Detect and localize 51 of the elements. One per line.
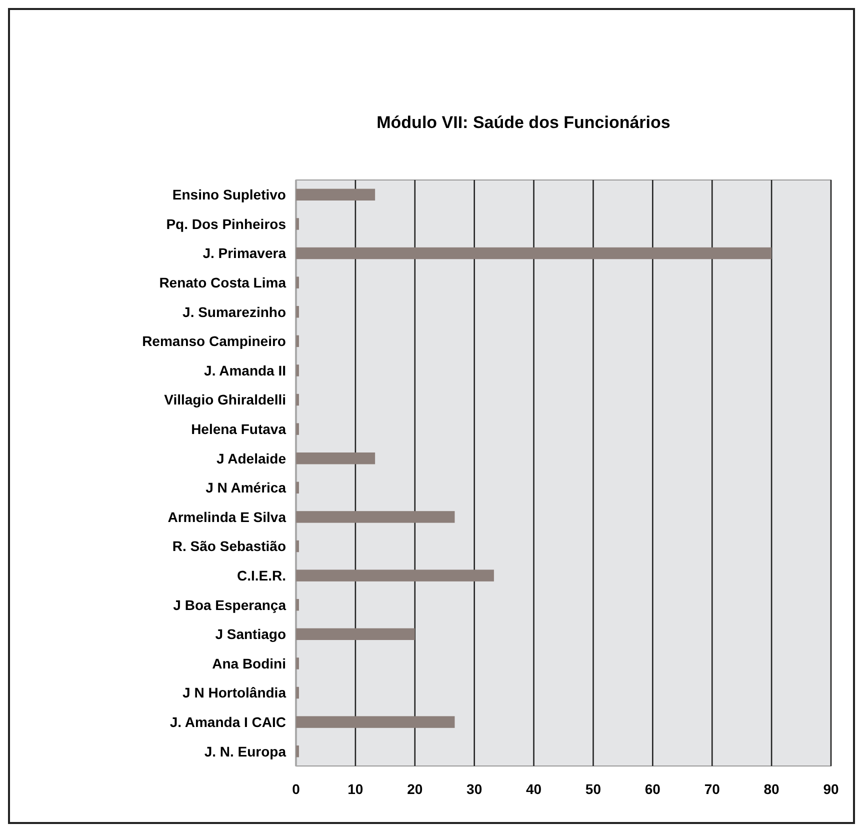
- y-tick-label: J. Amanda I CAIC: [170, 714, 286, 730]
- bar: [296, 335, 299, 348]
- y-tick-label: Helena Futava: [191, 420, 286, 437]
- bar: [296, 394, 299, 406]
- y-tick-label: Remanso Campineiro: [142, 333, 286, 350]
- x-tick-label: 50: [585, 781, 602, 797]
- x-tick-label: 70: [704, 781, 720, 797]
- bar: [296, 570, 494, 582]
- x-tick-label: 0: [292, 781, 300, 797]
- chart-title: Módulo VII: Saúde dos Funcionários: [376, 113, 670, 132]
- bar: [296, 628, 415, 640]
- x-tick-label: 10: [348, 781, 364, 797]
- bar: [296, 482, 299, 494]
- y-tick-label: J N América: [206, 480, 286, 496]
- bar: [296, 511, 455, 523]
- y-tick-label: R. São Sebastião: [172, 538, 286, 554]
- bar: [296, 247, 772, 260]
- y-tick-label: J Adelaide: [216, 450, 286, 466]
- y-tick-label: Villagio Ghiraldelli: [164, 392, 286, 408]
- y-tick-label: Armelinda E Silva: [168, 508, 286, 525]
- bar: [296, 658, 299, 670]
- y-tick-label: Renato Costa Lima: [159, 274, 286, 290]
- x-tick-label: 60: [644, 781, 661, 797]
- bar: [296, 540, 299, 552]
- bar: [296, 218, 299, 230]
- y-tick-label: J Boa Esperança: [173, 596, 286, 613]
- bar: [296, 423, 299, 435]
- x-tick-label: 90: [823, 781, 839, 797]
- bar: [296, 452, 376, 464]
- y-tick-label: Ensino Supletivo: [172, 186, 286, 203]
- y-tick-label: J. N. Europa: [204, 743, 286, 760]
- x-tick-label: 20: [407, 781, 423, 797]
- bar: [296, 686, 299, 699]
- y-tick-label: J. Primavera: [202, 245, 286, 262]
- x-tick-label: 40: [526, 781, 542, 797]
- y-tick-label: J. Sumarezinho: [182, 304, 286, 320]
- bar: [296, 598, 299, 611]
- y-tick-label: Ana Bodini: [212, 655, 286, 672]
- y-tick-label: C.I.E.R.: [236, 567, 286, 584]
- bar: [296, 306, 299, 318]
- bar: [296, 716, 455, 728]
- y-tick-label: J N Hortolândia: [182, 684, 286, 701]
- bar: [296, 364, 299, 376]
- y-tick-label: J. Amanda II: [204, 362, 286, 378]
- y-tick-label: J Santiago: [215, 626, 286, 642]
- bar: [296, 276, 299, 288]
- y-tick-label: Pq. Dos Pinheiros: [166, 216, 286, 232]
- bar: [296, 745, 299, 758]
- bar: [296, 188, 376, 201]
- x-tick-label: 30: [466, 781, 482, 797]
- x-tick-label: 80: [764, 781, 780, 797]
